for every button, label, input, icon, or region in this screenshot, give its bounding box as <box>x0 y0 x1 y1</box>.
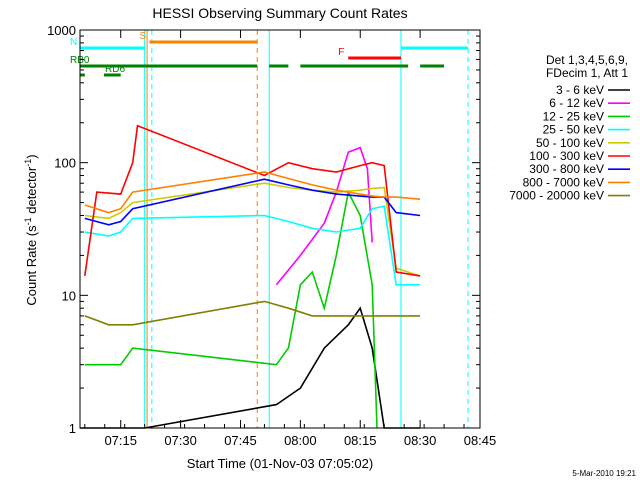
axis-labels: 07:15 07:30 07:45 08:00 08:15 08:30 08:45 1 10 10… <box>47 23 496 448</box>
flag-label-n: N <box>70 37 77 48</box>
x-tick-label-5: 08:30 <box>404 433 437 448</box>
series-line-3 <box>84 205 421 286</box>
footer-date: 5-Mar-2010 19:21 <box>572 469 636 478</box>
series-line-0 <box>80 306 421 429</box>
legend-label-4: 50 - 100 keV <box>536 136 604 150</box>
x-tick-label-3: 08:00 <box>284 433 317 448</box>
axis-ticks <box>80 29 481 429</box>
y-tick-label-0: 1 <box>69 421 76 436</box>
legend-label-6: 300 - 800 keV <box>529 162 604 176</box>
legend-label-3: 25 - 50 keV <box>543 123 604 137</box>
x-tick-label-0: 07:15 <box>104 433 137 448</box>
y-axis-label: Count Rate (s-1 detector-1) <box>23 154 39 305</box>
x-tick-label-6: 08:45 <box>464 433 497 448</box>
legend-header-0: Det 1,3,4,5,6,9, <box>546 53 628 67</box>
y-tick-label-2: 100 <box>54 156 76 171</box>
series-line-1 <box>275 146 373 286</box>
y-tick-label-1: 10 <box>62 288 76 303</box>
x-axis-label: Start Time (01-Nov-03 07:05:02) <box>187 456 373 471</box>
plot-frame <box>79 29 481 429</box>
y-axis-label-sup2: -1 <box>23 159 33 167</box>
series-line-7 <box>84 171 421 214</box>
y-axis-label-end: ) <box>24 154 39 158</box>
legend-label-1: 6 - 12 keV <box>549 96 604 110</box>
legend-label-2: 12 - 25 keV <box>543 109 604 123</box>
legend-label-5: 100 - 300 keV <box>529 149 604 163</box>
x-tick-label-2: 07:45 <box>224 433 257 448</box>
series-line-5 <box>84 124 421 277</box>
y-tick-label-3: 1000 <box>47 23 76 38</box>
legend-header-1: FDecim 1, Att 1 <box>546 66 628 80</box>
legend-label-8: 7000 - 20000 keV <box>509 189 604 203</box>
legend-label-7: 800 - 7000 keV <box>523 175 604 189</box>
y-axis-label-mid: detector <box>24 166 39 217</box>
legend: Det 1,3,4,5,6,9,FDecim 1, Att 1 3 - 6 keV… <box>509 53 630 203</box>
flag-label-s: S <box>139 31 146 42</box>
legend-label-0: 3 - 6 keV <box>556 83 604 97</box>
flag-label-rd6: RD6 <box>105 64 125 75</box>
series-line-8 <box>84 300 421 326</box>
flag-label-f: F <box>338 47 344 58</box>
y-axis-label-main: Count Rate (s <box>24 225 39 306</box>
x-tick-label-1: 07:30 <box>164 433 197 448</box>
vertical-markers <box>144 30 469 428</box>
chart-title: HESSI Observing Summary Count Rates <box>152 5 407 21</box>
series-lines <box>80 124 421 429</box>
x-tick-label-4: 08:15 <box>344 433 377 448</box>
y-axis-label-sup1: -1 <box>23 217 33 225</box>
series-line-2 <box>84 189 378 429</box>
